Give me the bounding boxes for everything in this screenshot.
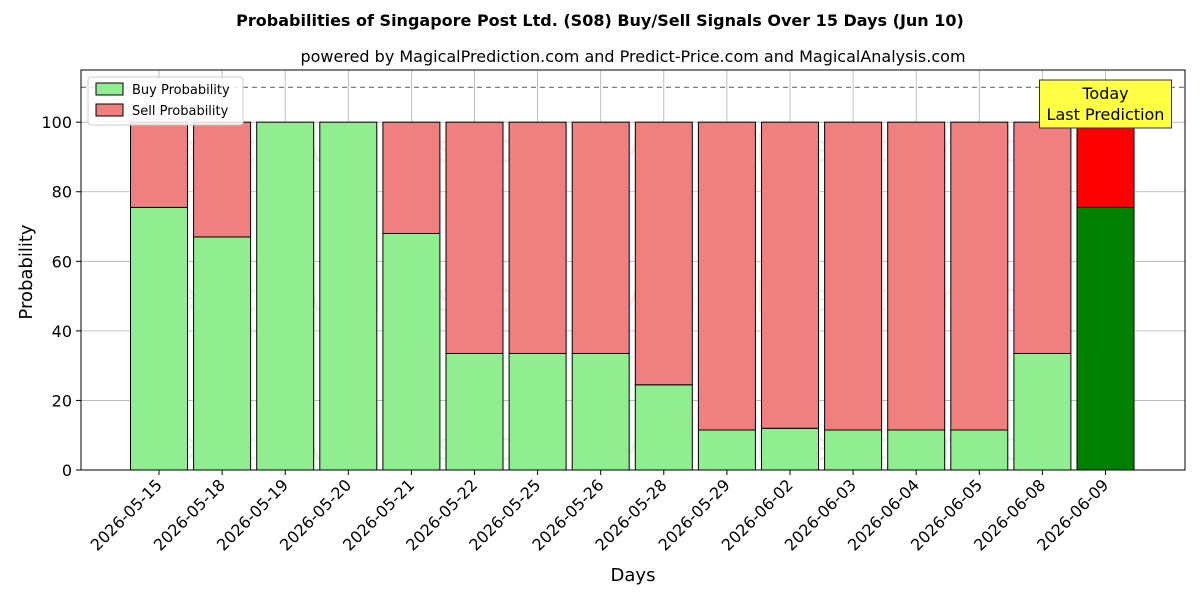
- buy-bar: [887, 429, 946, 471]
- buy-bar: [508, 352, 567, 471]
- buy-bar: [445, 352, 504, 471]
- plot-frame: [80, 69, 1186, 471]
- y-tick-label: 20: [52, 391, 72, 410]
- buy-bar: [950, 429, 1009, 471]
- buy-bar: [130, 206, 188, 471]
- y-tick-label: 80: [52, 183, 72, 202]
- legend-label-sell: Sell Probability: [132, 104, 229, 119]
- buy-bar: [824, 429, 883, 471]
- x-axis-label: Days: [611, 565, 656, 586]
- sell-bar: [130, 121, 188, 208]
- sell-bar: [445, 121, 504, 354]
- legend-swatch-buy: [95, 82, 124, 96]
- sell-bar: [382, 121, 441, 234]
- y-tick-label: 0: [62, 461, 72, 480]
- buy-bar: [571, 352, 630, 471]
- legend-label-buy: Buy Probability: [132, 83, 230, 98]
- sell-bar: [761, 121, 819, 429]
- y-tick-label: 60: [52, 252, 72, 271]
- buy-bar: [193, 236, 252, 471]
- legend-swatch-sell: [95, 103, 124, 117]
- sell-bar: [824, 121, 883, 431]
- sell-bar: [193, 121, 252, 238]
- annotation-line-1: Today: [1081, 84, 1128, 103]
- annotation-line-2: Last Prediction: [1047, 105, 1165, 124]
- y-tick-label: 100: [41, 113, 72, 132]
- buy-bar: [256, 121, 315, 471]
- y-axis-label: Probability: [16, 224, 37, 319]
- annotation-box: [1039, 79, 1172, 129]
- buy-bar: [1013, 352, 1072, 471]
- buy-bar: [1076, 206, 1135, 471]
- legend-box: [87, 76, 244, 126]
- sell-bar: [508, 121, 567, 354]
- sell-bar: [950, 121, 1009, 431]
- sell-bar: [1013, 121, 1072, 354]
- buy-bar: [634, 384, 693, 471]
- y-tick-label: 40: [52, 322, 72, 341]
- sell-bar: [697, 121, 756, 431]
- plot-area: MagicalAnalysis.comMagicalPrediction.com…: [41, 69, 1186, 555]
- buy-bar: [382, 232, 441, 471]
- chart-title: Probabilities of Singapore Post Ltd. (S0…: [236, 11, 964, 30]
- buy-bar: [761, 427, 819, 471]
- buy-bar: [319, 121, 378, 471]
- chart-subtitle: powered by MagicalPrediction.com and Pre…: [300, 47, 965, 66]
- sell-bar: [887, 121, 946, 431]
- sell-bar: [634, 121, 693, 386]
- buy-bar: [697, 429, 756, 471]
- sell-bar: [1076, 121, 1135, 208]
- sell-bar: [571, 121, 630, 354]
